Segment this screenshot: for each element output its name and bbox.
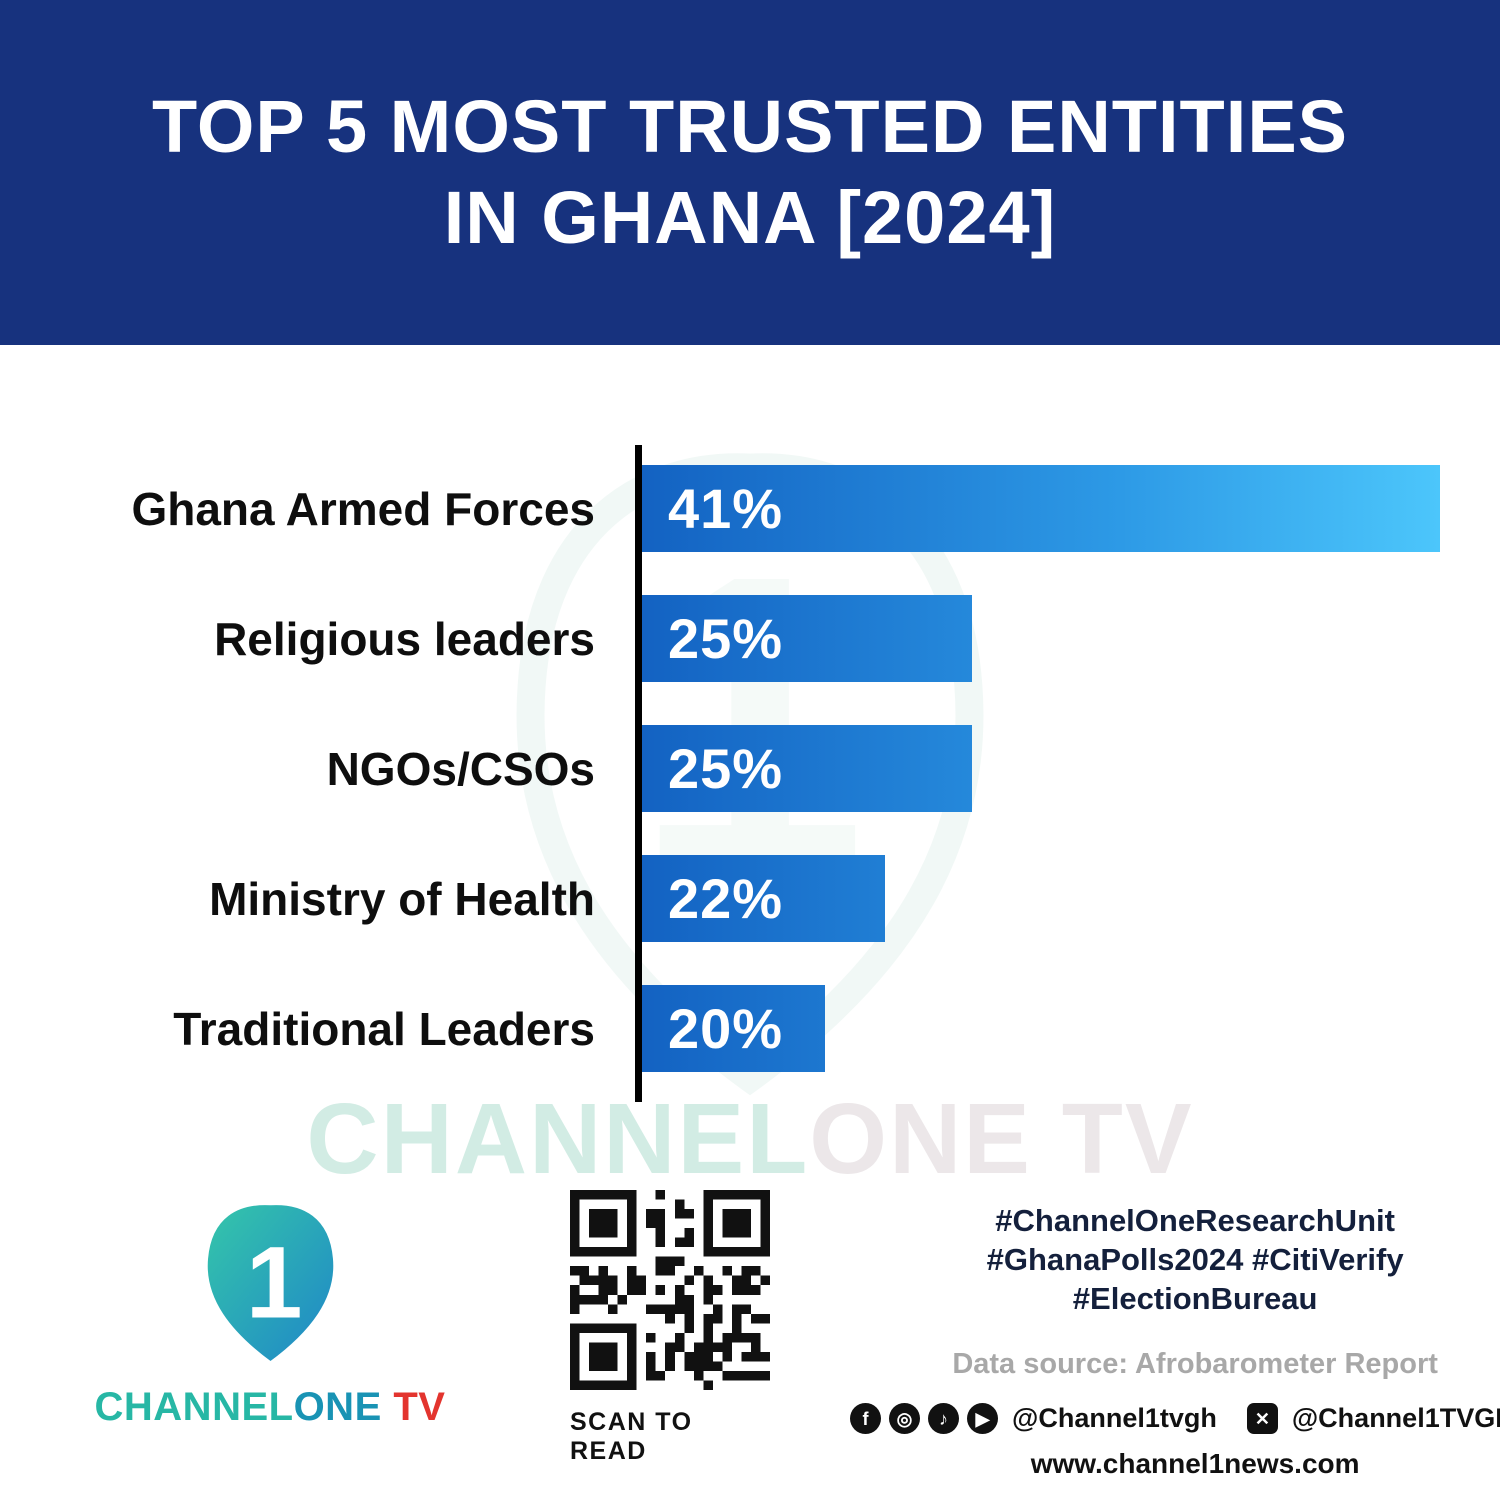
logo-number: 1 xyxy=(245,1226,302,1340)
category-label: NGOs/CSOs xyxy=(326,742,595,795)
chart-row-ministry-of-health: Ministry of Health 22% xyxy=(0,855,1440,942)
social-handle-x: @Channel1TVGHA xyxy=(1291,1403,1500,1434)
bar-track: 22% xyxy=(642,855,1440,942)
category-label: Traditional Leaders xyxy=(173,1002,595,1055)
bar-track: 25% xyxy=(642,595,1440,682)
hashtags-line-3: #ElectionBureau xyxy=(1072,1280,1318,1316)
title-line-2: IN GHANA [2024] xyxy=(443,175,1057,259)
footer: 1 CHANNELONE TV SCAN TO READ #ChannelOne… xyxy=(0,1190,1500,1480)
category-label: Ministry of Health xyxy=(209,872,595,925)
channel-one-logo-mark: 1 xyxy=(202,1200,338,1367)
youtube-icon: ▶ xyxy=(967,1403,998,1435)
qr-block: SCAN TO READ xyxy=(570,1190,770,1466)
channel-one-logo: 1 CHANNELONE TV xyxy=(95,1190,445,1430)
value-label: 25% xyxy=(668,737,784,800)
bar-religious-leaders: 25% xyxy=(642,595,972,682)
page-title: TOP 5 MOST TRUSTED ENTITIES IN GHANA [20… xyxy=(152,82,1348,263)
bar-track: 25% xyxy=(642,725,1440,812)
category-label: Ghana Armed Forces xyxy=(131,482,595,535)
wordmark-channel: CHANNEL xyxy=(94,1385,294,1429)
bar-traditional-leaders: 20% xyxy=(642,985,825,1072)
social-handle-primary: @Channel1tvgh xyxy=(1012,1403,1217,1434)
website-url: www.channel1news.com xyxy=(1030,1448,1360,1480)
chart-row-religious-leaders: Religious leaders 25% xyxy=(0,595,1440,682)
wordmark-one: ONE xyxy=(293,1385,382,1429)
category-label: Religious leaders xyxy=(214,612,595,665)
chart-axis-line xyxy=(635,445,642,1102)
chart-plot-area: Ghana Armed Forces 41% Religious leaders… xyxy=(0,445,1440,1102)
chart-row-ghana-armed-forces: Ghana Armed Forces 41% xyxy=(0,465,1440,552)
bar-chart: Ghana Armed Forces 41% Religious leaders… xyxy=(0,445,1440,1102)
bar-track: 20% xyxy=(642,985,1440,1072)
value-label: 22% xyxy=(668,867,784,930)
instagram-icon: ◎ xyxy=(889,1403,920,1435)
tiktok-icon: ♪ xyxy=(928,1403,959,1435)
header-banner: TOP 5 MOST TRUSTED ENTITIES IN GHANA [20… xyxy=(0,0,1500,345)
x-icon: ✕ xyxy=(1246,1403,1278,1435)
channel-one-wordmark: CHANNELONE TV xyxy=(95,1385,446,1430)
hashtags-line-1: #ChannelOneResearchUnit xyxy=(995,1203,1395,1238)
wordmark-tv: TV xyxy=(381,1385,446,1429)
value-label: 25% xyxy=(668,607,784,670)
facebook-icon: f xyxy=(850,1403,881,1435)
social-row: f ◎ ♪ ▶ @Channel1tvgh ✕ @Channel1TVGHA xyxy=(850,1403,1500,1435)
hashtags: #ChannelOneResearchUnit #GhanaPolls2024 … xyxy=(850,1202,1500,1318)
bar-ghana-armed-forces: 41% xyxy=(642,465,1440,552)
title-line-1: TOP 5 MOST TRUSTED ENTITIES xyxy=(151,85,1349,169)
bar-ministry-of-health: 22% xyxy=(642,855,885,942)
bar-ngos-csos: 25% xyxy=(642,725,972,812)
bar-track: 41% xyxy=(642,465,1440,552)
chart-row-ngos-csos: NGOs/CSOs 25% xyxy=(0,725,1440,812)
value-label: 20% xyxy=(668,997,784,1060)
qr-code xyxy=(570,1190,770,1390)
chart-row-traditional-leaders: Traditional Leaders 20% xyxy=(0,985,1440,1072)
footer-info: #ChannelOneResearchUnit #GhanaPolls2024 … xyxy=(850,1190,1500,1480)
data-source: Data source: Afrobarometer Report xyxy=(952,1348,1438,1381)
hashtags-line-2: #GhanaPolls2024 #CitiVerify xyxy=(986,1241,1404,1277)
qr-caption: SCAN TO READ xyxy=(570,1408,693,1465)
value-label: 41% xyxy=(668,477,784,540)
